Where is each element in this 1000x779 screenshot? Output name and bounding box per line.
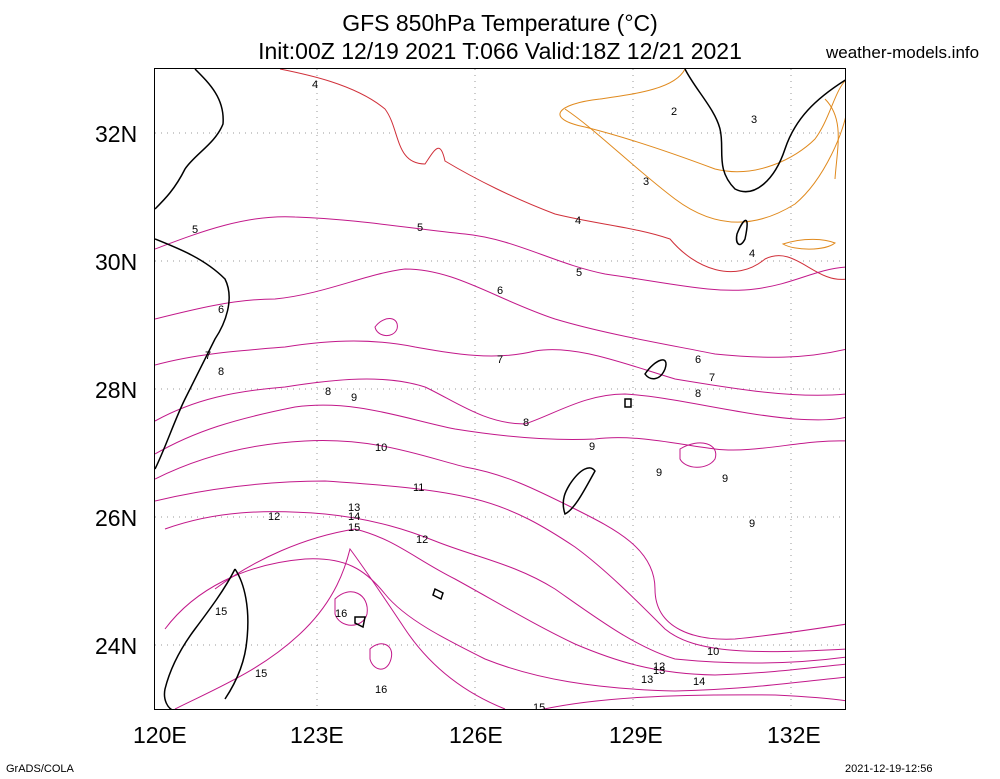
coastlines (155, 69, 845, 709)
map-subtitle: Init:00Z 12/19 2021 T:066 Valid:18Z 12/2… (258, 38, 742, 64)
graticule (155, 69, 845, 709)
contour-label: 11 (413, 482, 424, 494)
contour-labels: 2 3 3 4 4 4 5 5 5 6 6 6 7 7 7 8 8 8 8 9 … (192, 79, 757, 710)
lon-label-129e: 129E (609, 722, 663, 748)
contour-label: 16 (335, 608, 347, 620)
isotherm-15 (174, 547, 506, 709)
isotherm-12 (164, 511, 845, 664)
isotherm-15-south (541, 694, 845, 709)
lat-label-32n: 32N (95, 121, 138, 147)
isotherm-8 (155, 378, 845, 425)
temperature-map: 2 3 3 4 4 4 5 5 5 6 6 6 7 7 7 8 8 8 8 9 … (155, 69, 845, 710)
contour-label: 12 (653, 661, 665, 673)
isotherm-9 (155, 404, 845, 455)
mid-isotherms (279, 69, 845, 280)
map-title: GFS 850hPa Temperature (°C) (342, 10, 658, 36)
lat-label-28n: 28N (95, 377, 138, 403)
contour-label: 8 (523, 417, 529, 429)
contour-label: 9 (749, 518, 755, 530)
lat-label-30n: 30N (95, 249, 138, 275)
contour-label: 5 (576, 267, 582, 279)
islet-3 (354, 616, 366, 629)
contour-label: 10 (707, 646, 719, 658)
contour-label: 8 (218, 366, 224, 378)
isotherm-10 (155, 439, 845, 640)
contour-label: 4 (575, 215, 581, 227)
cold-isotherms (559, 69, 845, 250)
contour-label: 4 (749, 248, 755, 260)
isotherm-2 (559, 69, 845, 173)
isotherm-4 (279, 69, 845, 280)
islet-2 (432, 587, 444, 601)
contour-label: 6 (497, 285, 503, 297)
contour-label: 9 (656, 467, 662, 479)
isotherm-13 (214, 528, 845, 676)
lon-label-132e: 132E (767, 722, 821, 748)
isotherm-14 (164, 558, 845, 692)
contour-label: 15 (255, 668, 267, 680)
contour-label: 6 (695, 354, 701, 366)
contour-label: 12 (268, 511, 280, 523)
contour-label: 15 (533, 702, 545, 710)
islet-1 (624, 398, 632, 408)
lat-label-24n: 24N (95, 633, 138, 659)
lon-label-123e: 123E (290, 722, 344, 748)
isotherm-3 (564, 108, 845, 223)
contour-label: 14 (693, 676, 705, 688)
lon-label-120e: 120E (133, 722, 187, 748)
tanegashima (735, 219, 748, 246)
brand-label: weather-models.info (826, 43, 980, 62)
contour-label: 16 (375, 684, 387, 696)
map-frame: 2 3 3 4 4 4 5 5 5 6 6 6 7 7 7 8 8 8 8 9 … (154, 68, 846, 710)
footer-right: 2021-12-19-12:56 (845, 763, 933, 775)
lat-label-26n: 26N (95, 505, 138, 531)
contour-label: 2 (671, 106, 677, 118)
isotherm-9-loop (679, 442, 717, 468)
contour-label: 4 (312, 79, 318, 91)
contour-label: 14 (348, 511, 360, 523)
kyushu (684, 69, 845, 193)
isotherm-6-loop (374, 318, 398, 336)
isotherm-16-loop (334, 591, 368, 626)
isotherm-11 (155, 480, 845, 653)
lon-label-126e: 126E (449, 722, 503, 748)
contour-label: 6 (218, 304, 224, 316)
contour-label: 5 (192, 224, 198, 236)
isotherm-3-loop (781, 238, 836, 250)
contour-label: 3 (643, 176, 649, 188)
isotherm-6 (155, 268, 845, 358)
warm-isotherms (155, 216, 845, 709)
contour-label: 7 (709, 372, 715, 384)
contour-label: 8 (695, 388, 701, 400)
contour-label: 9 (589, 441, 595, 453)
contour-label: 13 (653, 665, 665, 677)
footer-left: GrADS/COLA (6, 763, 74, 775)
china-coast-south (155, 238, 230, 470)
contour-label: 8 (325, 386, 331, 398)
contour-label: 3 (751, 114, 757, 126)
contour-label: 7 (497, 354, 503, 366)
contour-label: 13 (348, 502, 360, 514)
contour-label: 5 (417, 222, 423, 234)
isotherm-3-east (824, 98, 839, 180)
contour-label: 9 (351, 392, 357, 404)
contour-label: 15 (215, 606, 227, 618)
isotherm-5 (155, 216, 845, 291)
isotherm-16-loop-2 (369, 643, 393, 670)
china-coast (155, 69, 224, 210)
amami (644, 359, 667, 380)
isotherm-7 (155, 340, 845, 396)
contour-label: 9 (722, 473, 728, 485)
taiwan (163, 568, 249, 709)
contour-label: 10 (375, 442, 387, 454)
contour-label: 12 (416, 534, 428, 546)
okinawa (562, 467, 596, 516)
contour-label: 13 (641, 674, 653, 686)
contour-label: 7 (205, 350, 211, 362)
contour-label: 15 (348, 522, 360, 534)
